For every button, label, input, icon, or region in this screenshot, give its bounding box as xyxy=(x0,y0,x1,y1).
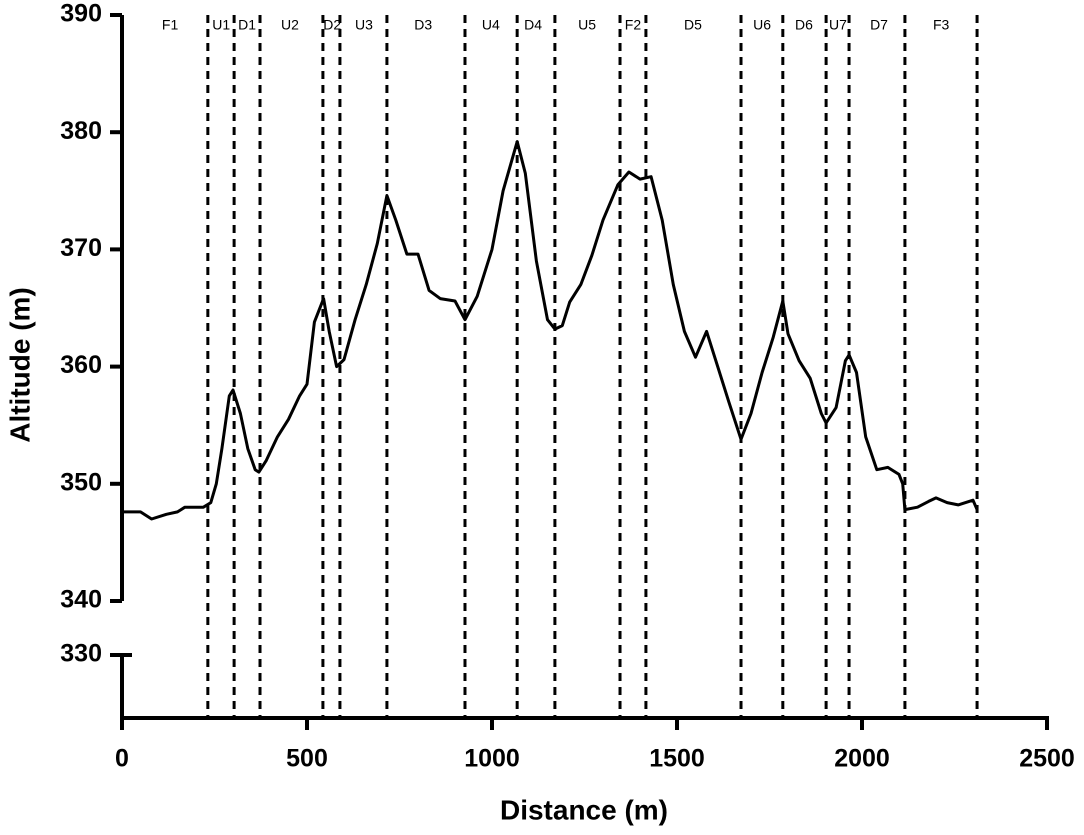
y-tick-label: 340 xyxy=(60,586,102,614)
x-axis-title: Distance (m) xyxy=(500,794,668,825)
segment-label: U7 xyxy=(829,17,847,33)
altitude-line xyxy=(122,140,979,521)
x-tick-label: 0 xyxy=(115,745,129,773)
segment-label: F1 xyxy=(162,17,179,33)
segment-label: D3 xyxy=(414,17,432,33)
segment-label: D2 xyxy=(323,17,341,33)
segment-label: U3 xyxy=(355,17,373,33)
y-tick-label: 330 xyxy=(60,640,102,668)
segment-label: U5 xyxy=(578,17,596,33)
x-tick-label: 2000 xyxy=(834,745,890,773)
segment-label: D7 xyxy=(870,17,888,33)
segment-label: U4 xyxy=(482,17,500,33)
segment-label: D4 xyxy=(524,17,542,33)
segment-label: F2 xyxy=(625,17,642,33)
y-axis-title: Altitude (m) xyxy=(4,287,35,443)
segment-label: F3 xyxy=(933,17,950,33)
segment-label: U2 xyxy=(281,17,299,33)
y-tick-label: 350 xyxy=(60,468,102,496)
x-tick-label: 1000 xyxy=(464,745,520,773)
x-tick-label: 500 xyxy=(286,745,328,773)
x-tick-label: 2500 xyxy=(1019,745,1075,773)
y-tick-label: 390 xyxy=(60,0,102,28)
segment-label: D5 xyxy=(684,17,702,33)
segment-label: U6 xyxy=(753,17,771,33)
segment-label: U1 xyxy=(212,17,230,33)
y-tick-label: 360 xyxy=(60,351,102,379)
y-tick-label: 380 xyxy=(60,117,102,145)
segment-label: D6 xyxy=(795,17,813,33)
segment-label: D1 xyxy=(238,17,256,33)
x-tick-label: 1500 xyxy=(649,745,705,773)
y-tick-label: 370 xyxy=(60,234,102,262)
